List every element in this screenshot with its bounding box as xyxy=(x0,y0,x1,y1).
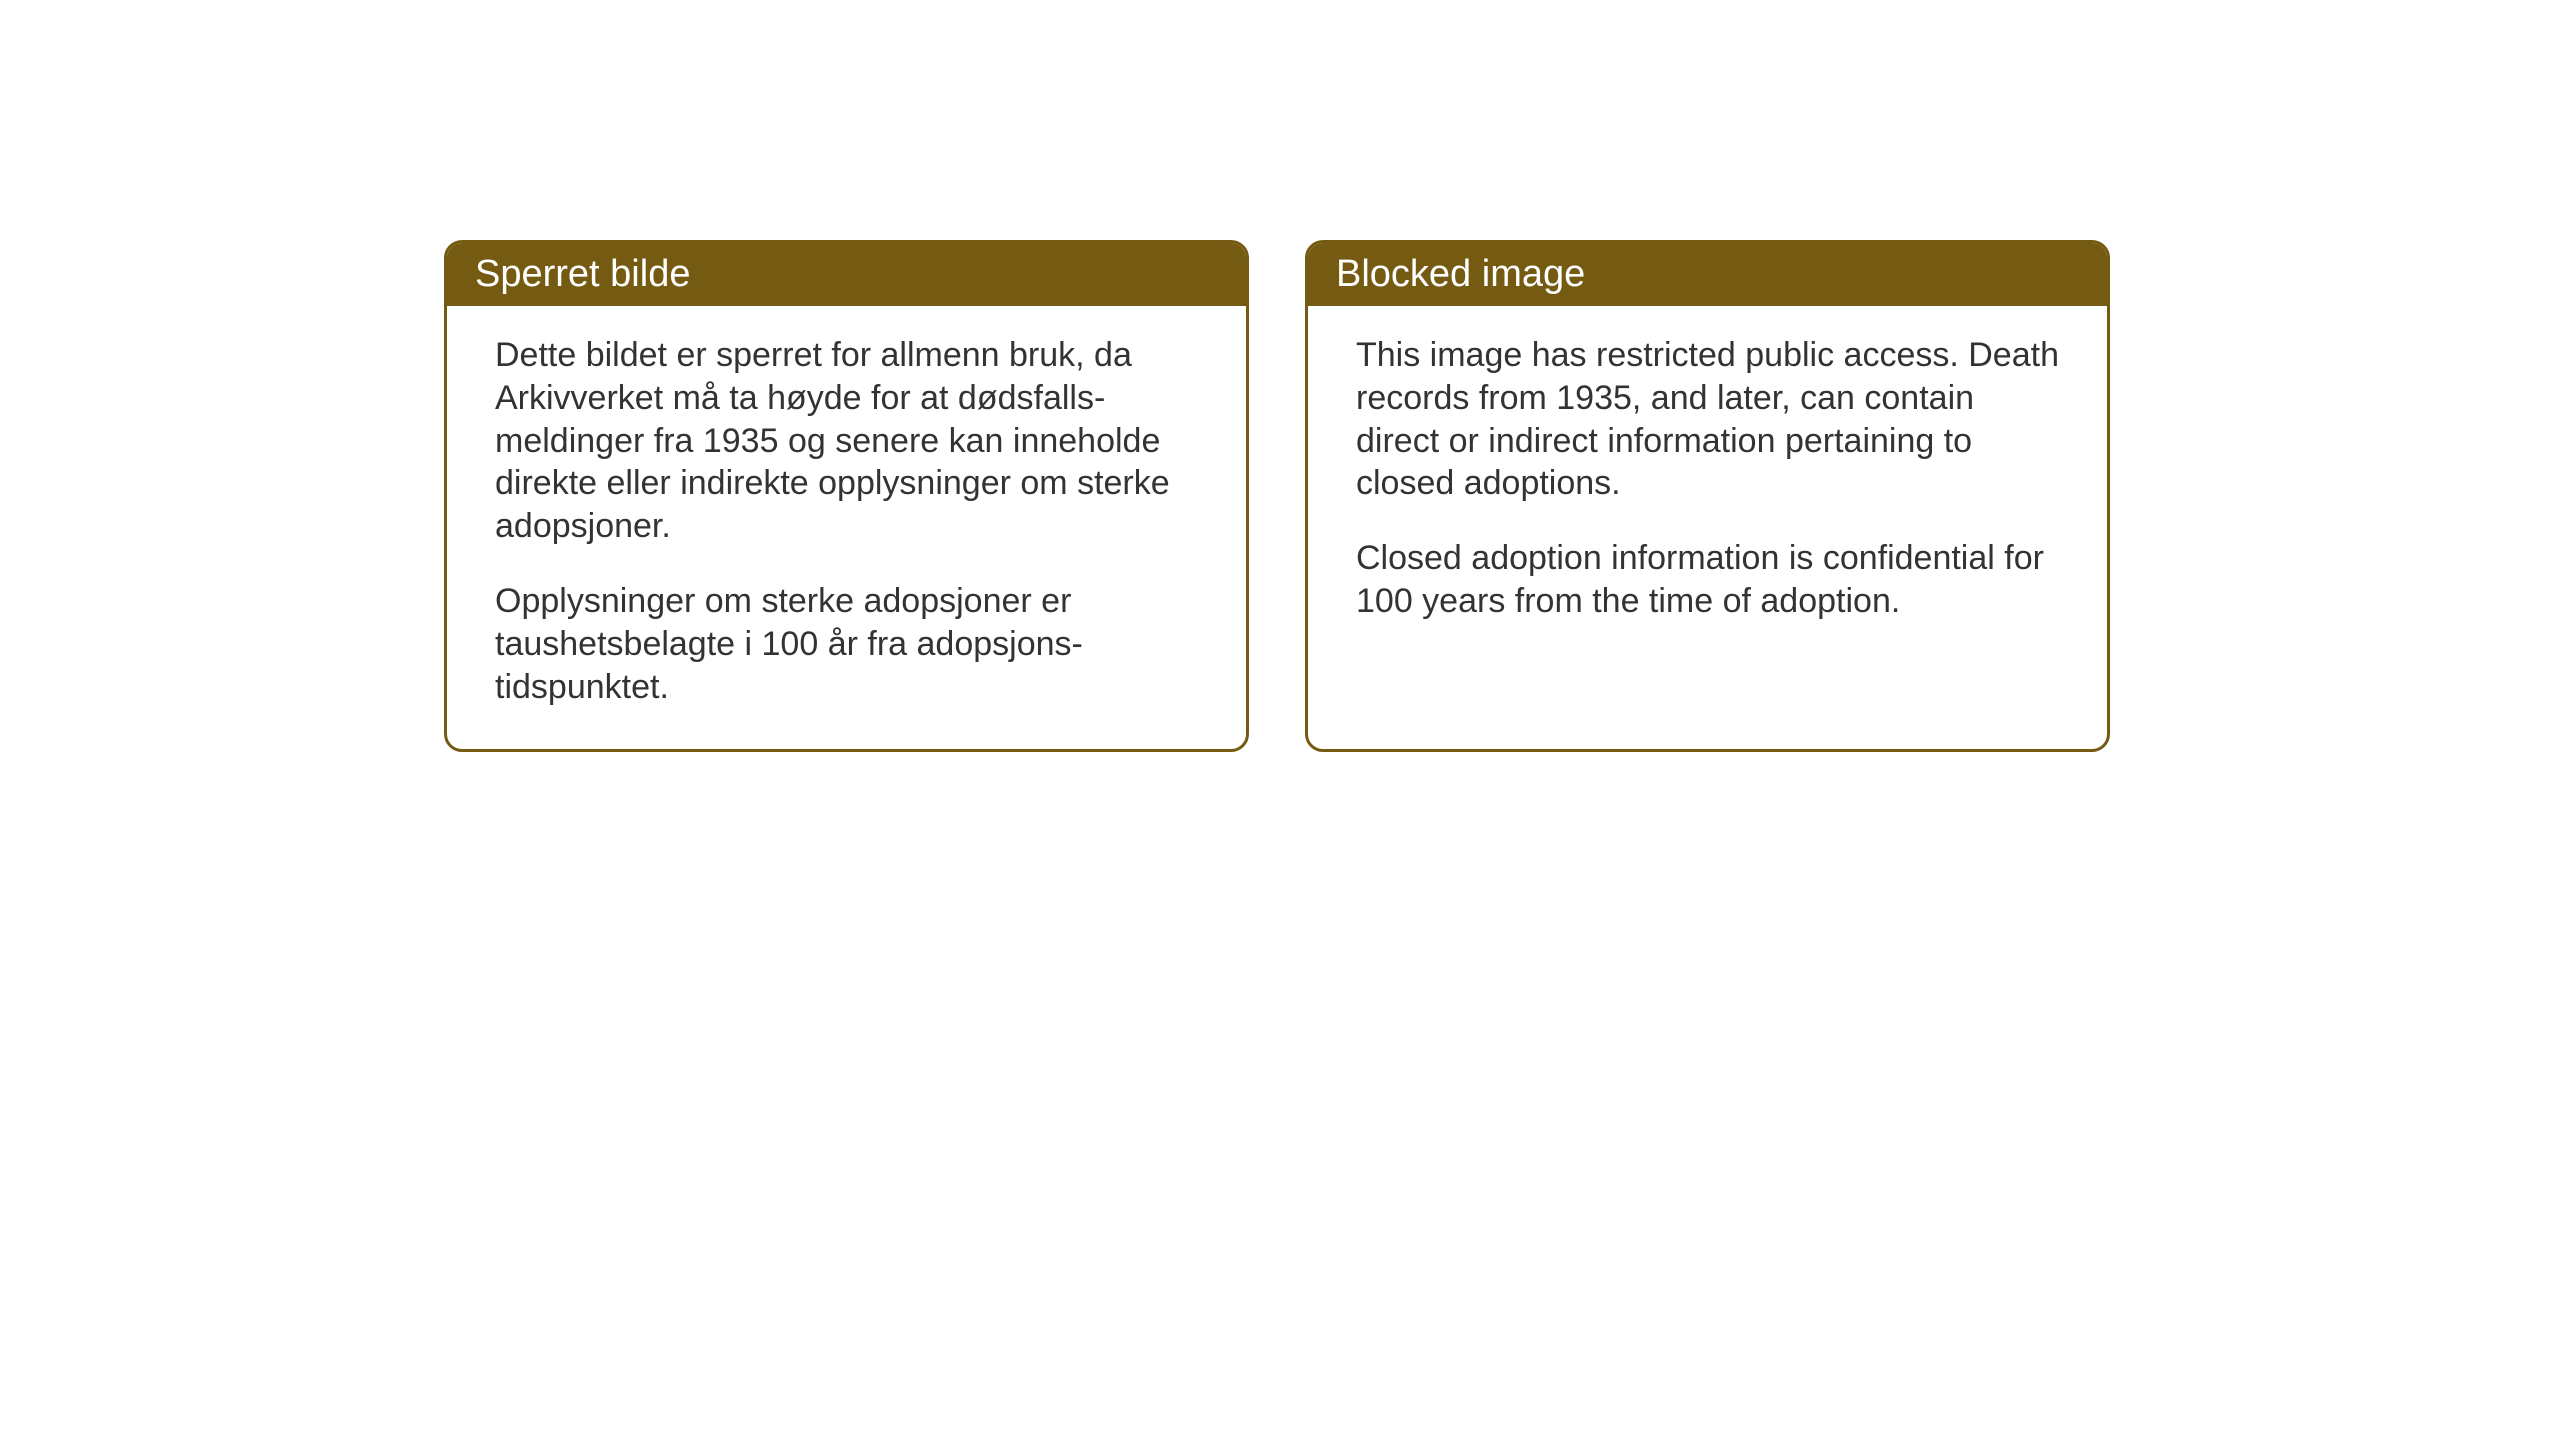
card-english-body: This image has restricted public access.… xyxy=(1308,306,2107,663)
card-norwegian: Sperret bilde Dette bildet er sperret fo… xyxy=(444,240,1249,752)
card-english-paragraph-2: Closed adoption information is confident… xyxy=(1356,537,2059,623)
cards-container: Sperret bilde Dette bildet er sperret fo… xyxy=(444,240,2110,752)
card-norwegian-header: Sperret bilde xyxy=(447,243,1246,306)
card-english-paragraph-1: This image has restricted public access.… xyxy=(1356,334,2059,505)
card-norwegian-paragraph-2: Opplysninger om sterke adopsjoner er tau… xyxy=(495,580,1198,708)
card-norwegian-title: Sperret bilde xyxy=(475,253,690,295)
card-norwegian-paragraph-1: Dette bildet er sperret for allmenn bruk… xyxy=(495,334,1198,548)
card-english-header: Blocked image xyxy=(1308,243,2107,306)
card-norwegian-body: Dette bildet er sperret for allmenn bruk… xyxy=(447,306,1246,749)
card-english-title: Blocked image xyxy=(1336,253,1585,295)
card-english: Blocked image This image has restricted … xyxy=(1305,240,2110,752)
